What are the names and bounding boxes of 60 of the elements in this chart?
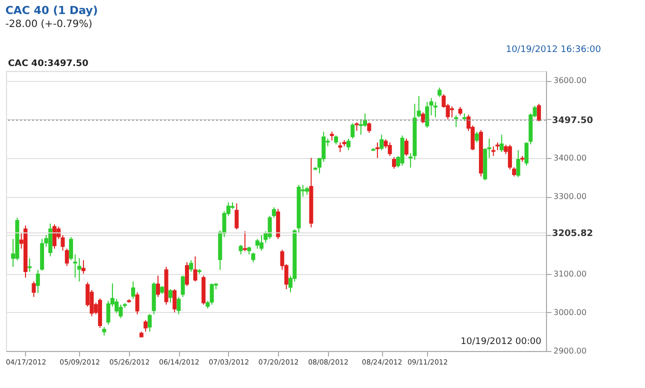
candlestick (189, 260, 194, 272)
candlestick (144, 320, 148, 332)
candlestick (255, 238, 260, 250)
candlestick (234, 202, 239, 230)
candlestick (392, 156, 396, 170)
candlestick (536, 103, 541, 122)
candlestick (180, 275, 185, 298)
text: 10/19/2012 16:36:00 (506, 45, 602, 55)
candlestick (416, 96, 421, 118)
candlestick (450, 106, 454, 118)
candlestick (346, 138, 350, 151)
candlestick (425, 101, 430, 128)
candlestick (77, 258, 82, 282)
candlestick (454, 114, 458, 128)
ref-line-label: 3497.50 (552, 116, 593, 126)
candlestick (338, 142, 342, 153)
candlestick (420, 112, 425, 124)
y-tick-label: 2900.00 (554, 346, 587, 356)
candlestick (367, 122, 372, 134)
candlestick (433, 101, 438, 118)
candlestick (81, 260, 86, 274)
y-tick-label: 3400.00 (554, 153, 587, 162)
y-tick-label: 3300.00 (554, 192, 587, 202)
candlestick (404, 138, 408, 156)
candlestick (429, 98, 434, 116)
candlestick (131, 280, 136, 300)
candlestick (184, 262, 189, 287)
candlestick (28, 258, 32, 272)
ref-line-label: 3205.82 (552, 228, 593, 239)
candlestick (500, 134, 504, 153)
candlestick (193, 256, 198, 282)
y-tick-label: 3000.00 (554, 308, 587, 317)
text: CAC 40:3497.50 (8, 59, 88, 69)
candlestick (172, 288, 177, 313)
candlestick (210, 282, 214, 306)
candlestick (238, 244, 243, 255)
candlestick (148, 313, 152, 332)
candlestick (438, 87, 442, 98)
candlestick (242, 230, 247, 252)
y-tick-label: 3600.00 (554, 76, 587, 86)
candlestick (156, 275, 160, 298)
candlestick (474, 131, 479, 143)
candlestick (168, 288, 172, 304)
candlestick (350, 122, 355, 140)
candlestick (388, 142, 392, 156)
candlestick (48, 223, 52, 257)
chart-title: CAC 40 (1 Day) (5, 4, 98, 17)
candlestick (516, 150, 520, 178)
candlestick (380, 134, 384, 151)
chart-subtitle: -28.00 (+-0.79%) (5, 19, 92, 30)
candlestick (135, 292, 140, 315)
annotation: 10/19/2012 00:00 (460, 337, 542, 347)
candlestick (375, 142, 380, 158)
candlestick (260, 234, 264, 252)
candlestick (176, 296, 181, 315)
candlestick (32, 280, 36, 298)
candlestick (52, 224, 56, 250)
candlestick (491, 146, 496, 156)
candlestick (36, 269, 40, 294)
y-tick-label: 3100.00 (554, 269, 587, 278)
